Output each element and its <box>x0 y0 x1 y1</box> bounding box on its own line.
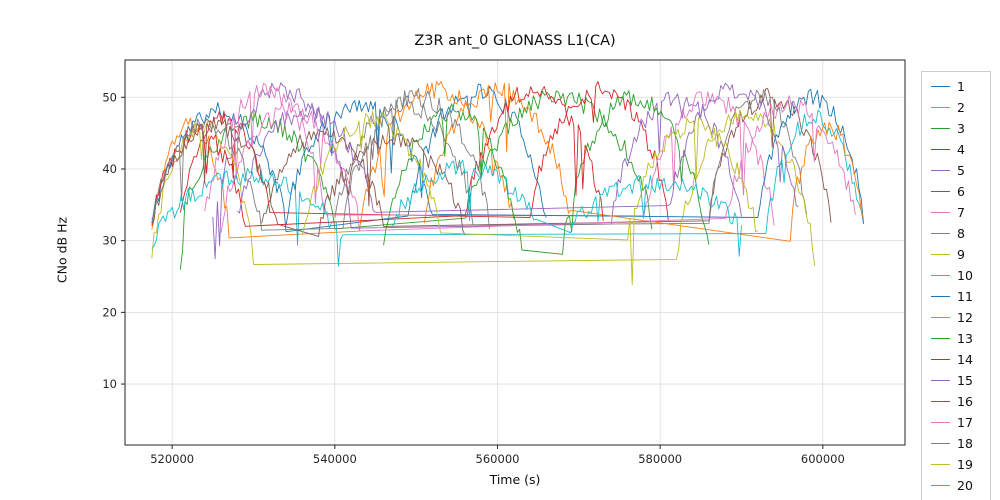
legend-line-swatch <box>931 170 950 172</box>
series-line-2 <box>151 80 515 239</box>
legend-item-label: 18 <box>957 436 973 452</box>
legend-item-label: 1 <box>957 79 965 95</box>
y-tick-label: 20 <box>102 305 117 319</box>
series-line-5 <box>212 82 742 260</box>
legend-line-swatch <box>931 128 950 130</box>
series-line-17 <box>220 95 856 233</box>
legend-item-label: 13 <box>957 331 973 347</box>
y-axis-label: CNo dB Hz <box>54 216 70 284</box>
series-line-16 <box>151 116 466 237</box>
legend-item-label: 9 <box>957 247 965 263</box>
y-tick-label: 50 <box>102 90 117 104</box>
legend-item-label: 19 <box>957 457 973 473</box>
legend-item-label: 15 <box>957 373 973 389</box>
legend-item: 2 <box>931 100 982 116</box>
legend-item-label: 16 <box>957 394 973 410</box>
series-line-20 <box>391 159 742 257</box>
legend-item: 4 <box>931 142 982 158</box>
legend-item: 18 <box>931 436 982 452</box>
series-line-15 <box>236 82 799 214</box>
legend-line-swatch <box>931 296 950 298</box>
legend-line-swatch <box>931 464 950 466</box>
legend-line-swatch <box>931 86 950 88</box>
legend-line-swatch <box>931 380 950 382</box>
chart-title: Z3R ant_0 GLONASS L1(CA) <box>414 33 616 49</box>
series-line-3 <box>179 90 653 270</box>
legend-item: 9 <box>931 247 982 263</box>
legend-line-swatch <box>931 212 950 214</box>
legend-item-label: 11 <box>957 289 973 305</box>
legend-item-label: 14 <box>957 352 973 368</box>
legend-item-label: 12 <box>957 310 973 326</box>
legend-item-label: 6 <box>957 184 965 200</box>
legend-item-label: 2 <box>957 100 965 116</box>
x-tick-label: 580000 <box>638 452 682 466</box>
legend: 1 2 3 4 5 6 7 8 9 10 11 12 13 14 15 16 17 18 19 20 <box>921 71 991 500</box>
series-line-1 <box>151 83 547 233</box>
legend-item: 17 <box>931 415 982 431</box>
legend-line-swatch <box>931 338 950 340</box>
legend-item: 13 <box>931 331 982 347</box>
y-tick-label: 10 <box>102 377 117 391</box>
legend-item-label: 5 <box>957 163 965 179</box>
series-line-9 <box>151 109 816 266</box>
legend-item: 20 <box>931 478 982 494</box>
legend-item: 1 <box>931 79 982 95</box>
series-line-13 <box>383 90 710 255</box>
legend-line-swatch <box>931 191 950 193</box>
series-line-10 <box>151 109 864 267</box>
series-line-18 <box>151 87 490 231</box>
legend-item-label: 8 <box>957 226 965 242</box>
legend-line-swatch <box>931 359 950 361</box>
legend-item-label: 3 <box>957 121 965 137</box>
legend-line-swatch <box>931 254 950 256</box>
legend-line-swatch <box>931 485 950 487</box>
series-line-19 <box>301 110 759 286</box>
series-line-4 <box>179 81 669 221</box>
legend-item: 6 <box>931 184 982 200</box>
y-tick-label: 30 <box>102 234 117 248</box>
legend-line-swatch <box>931 443 950 445</box>
legend-item-label: 17 <box>957 415 973 431</box>
legend-item: 3 <box>931 121 982 137</box>
legend-item: 11 <box>931 289 982 305</box>
legend-item: 8 <box>931 226 982 242</box>
legend-line-swatch <box>931 107 950 109</box>
legend-line-swatch <box>931 317 950 319</box>
legend-item-label: 20 <box>957 478 973 494</box>
x-tick-label: 540000 <box>313 452 357 466</box>
legend-line-swatch <box>931 422 950 424</box>
legend-item: 10 <box>931 268 982 284</box>
legend-item: 5 <box>931 163 982 179</box>
legend-line-swatch <box>931 401 950 403</box>
legend-item: 12 <box>931 310 982 326</box>
series-line-12 <box>423 82 864 242</box>
legend-line-swatch <box>931 233 950 235</box>
y-tick-label: 40 <box>102 162 117 176</box>
legend-item-label: 10 <box>957 268 973 284</box>
x-tick-label: 560000 <box>476 452 520 466</box>
legend-item-label: 7 <box>957 205 965 221</box>
axes-border <box>124 59 906 446</box>
legend-item: 7 <box>931 205 982 221</box>
x-axis-label: Time (s) <box>489 472 541 487</box>
legend-item: 19 <box>931 457 982 473</box>
legend-item: 16 <box>931 394 982 410</box>
legend-item: 15 <box>931 373 982 389</box>
legend-item-label: 4 <box>957 142 965 158</box>
x-tick-label: 520000 <box>150 452 194 466</box>
plot-background <box>125 60 905 445</box>
x-tick-label: 600000 <box>801 452 845 466</box>
legend-line-swatch <box>931 275 950 277</box>
legend-item: 14 <box>931 352 982 368</box>
series-line-7 <box>204 83 775 226</box>
legend-line-swatch <box>931 149 950 151</box>
